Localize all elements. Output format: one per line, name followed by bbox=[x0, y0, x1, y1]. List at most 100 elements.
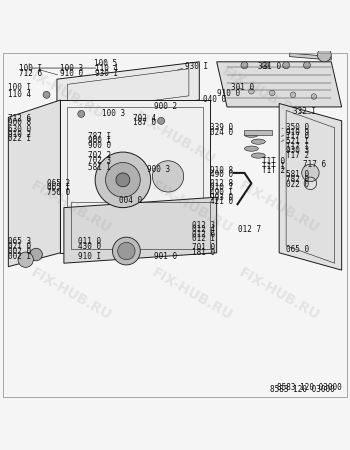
Text: 900 8: 900 8 bbox=[8, 118, 32, 127]
Text: 339 0: 339 0 bbox=[210, 123, 233, 132]
Text: 787 I: 787 I bbox=[88, 132, 111, 141]
Text: 022 I: 022 I bbox=[8, 135, 32, 144]
Text: 581 I: 581 I bbox=[88, 163, 111, 172]
Text: 910 0: 910 0 bbox=[61, 69, 84, 78]
Circle shape bbox=[317, 48, 331, 62]
Text: 012 6: 012 6 bbox=[193, 230, 216, 238]
Text: 100 3: 100 3 bbox=[61, 64, 84, 73]
Polygon shape bbox=[244, 130, 272, 135]
Text: 930 I: 930 I bbox=[95, 69, 118, 78]
Text: 702 4: 702 4 bbox=[133, 113, 156, 122]
Text: 581 0: 581 0 bbox=[286, 170, 309, 179]
Text: T1T I: T1T I bbox=[262, 162, 285, 171]
Text: FIX-HUB.RU: FIX-HUB.RU bbox=[28, 266, 114, 323]
Circle shape bbox=[153, 161, 184, 192]
Text: 712 6: 712 6 bbox=[19, 69, 42, 78]
Text: 430 0: 430 0 bbox=[78, 242, 101, 251]
Text: 782 0: 782 0 bbox=[286, 175, 309, 184]
Text: 301 0: 301 0 bbox=[231, 83, 254, 92]
Text: 900 3: 900 3 bbox=[147, 165, 170, 174]
Text: FIX-HUB.RU: FIX-HUB.RU bbox=[28, 179, 114, 236]
Circle shape bbox=[18, 252, 33, 267]
Circle shape bbox=[303, 62, 310, 69]
Text: 011 0: 011 0 bbox=[78, 237, 101, 246]
Ellipse shape bbox=[251, 153, 265, 158]
Text: 332 I: 332 I bbox=[293, 107, 316, 116]
Text: 910 8: 910 8 bbox=[210, 166, 233, 175]
Polygon shape bbox=[8, 100, 61, 267]
Text: 100 5: 100 5 bbox=[94, 59, 117, 68]
Text: 100 I: 100 I bbox=[19, 64, 42, 73]
Text: 910 7: 910 7 bbox=[210, 183, 233, 192]
Text: 065 2: 065 2 bbox=[47, 179, 70, 188]
Text: 012 4: 012 4 bbox=[193, 225, 216, 234]
Text: 490 0: 490 0 bbox=[210, 170, 233, 179]
Circle shape bbox=[290, 92, 296, 98]
Circle shape bbox=[283, 62, 289, 69]
Text: 930 I: 930 I bbox=[186, 62, 209, 71]
Text: 702 2: 702 2 bbox=[88, 151, 111, 160]
Text: 717 6: 717 6 bbox=[303, 160, 327, 169]
Polygon shape bbox=[61, 100, 210, 253]
Polygon shape bbox=[64, 197, 217, 263]
Text: T17 0: T17 0 bbox=[286, 132, 309, 141]
Text: 002 I: 002 I bbox=[8, 252, 32, 261]
Text: 012 7: 012 7 bbox=[238, 225, 261, 234]
Text: 490 I: 490 I bbox=[210, 188, 233, 197]
Text: 910 I: 910 I bbox=[78, 252, 101, 261]
Text: 002 0: 002 0 bbox=[8, 247, 32, 256]
Polygon shape bbox=[217, 62, 342, 107]
Circle shape bbox=[241, 62, 248, 69]
Circle shape bbox=[95, 152, 151, 207]
Text: 065 3: 065 3 bbox=[8, 237, 32, 246]
Circle shape bbox=[116, 173, 130, 187]
Text: 024 0: 024 0 bbox=[210, 128, 233, 137]
Text: T1T 0: T1T 0 bbox=[262, 158, 285, 166]
Text: 110 4: 110 4 bbox=[95, 64, 118, 73]
Ellipse shape bbox=[244, 132, 258, 137]
Text: 065 I: 065 I bbox=[47, 183, 70, 192]
Text: 930 3: 930 3 bbox=[286, 146, 309, 155]
Text: 630 0: 630 0 bbox=[8, 125, 32, 134]
Polygon shape bbox=[279, 104, 342, 270]
Circle shape bbox=[43, 91, 50, 98]
Text: 900 I: 900 I bbox=[88, 136, 111, 145]
Text: 702 3: 702 3 bbox=[88, 156, 111, 165]
Text: 012 8: 012 8 bbox=[210, 179, 233, 188]
Text: 993 0: 993 0 bbox=[210, 193, 233, 202]
Circle shape bbox=[311, 94, 317, 99]
Text: 100 3: 100 3 bbox=[102, 109, 125, 118]
Text: FIX-HUB.RU: FIX-HUB.RU bbox=[149, 266, 235, 323]
Circle shape bbox=[302, 164, 319, 182]
Circle shape bbox=[158, 117, 164, 124]
Text: 331 0: 331 0 bbox=[258, 62, 281, 71]
Text: 181 0: 181 0 bbox=[193, 248, 216, 256]
Text: 350 0: 350 0 bbox=[286, 123, 309, 132]
Circle shape bbox=[112, 237, 140, 265]
Text: 910 0: 910 0 bbox=[217, 89, 240, 98]
Text: 021 0: 021 0 bbox=[8, 242, 32, 251]
Text: 8583 120 03000: 8583 120 03000 bbox=[277, 382, 342, 392]
Text: 701 0: 701 0 bbox=[193, 243, 216, 252]
Text: T1T 2: T1T 2 bbox=[262, 166, 285, 176]
Text: 004 0: 004 0 bbox=[119, 196, 142, 205]
Text: 910 2: 910 2 bbox=[8, 130, 32, 139]
Text: 756 0: 756 0 bbox=[47, 188, 70, 197]
Text: 712 6: 712 6 bbox=[8, 113, 32, 122]
Text: 900 2: 900 2 bbox=[154, 102, 177, 111]
Text: FIX-HUB.RU: FIX-HUB.RU bbox=[236, 179, 322, 236]
Polygon shape bbox=[57, 62, 199, 117]
Circle shape bbox=[30, 248, 42, 261]
Text: 8583 120 03000: 8583 120 03000 bbox=[270, 386, 335, 395]
Ellipse shape bbox=[251, 139, 265, 144]
Circle shape bbox=[78, 110, 85, 117]
Text: 100 I: 100 I bbox=[8, 83, 32, 92]
Text: T17 I: T17 I bbox=[286, 142, 309, 151]
Circle shape bbox=[262, 62, 269, 69]
Text: 187 0: 187 0 bbox=[133, 118, 156, 127]
Text: FIX-HUB.RU: FIX-HUB.RU bbox=[149, 179, 235, 236]
Ellipse shape bbox=[244, 146, 258, 151]
Text: 040 0: 040 0 bbox=[203, 95, 226, 104]
Circle shape bbox=[270, 90, 275, 96]
Text: 421 0: 421 0 bbox=[210, 197, 233, 206]
